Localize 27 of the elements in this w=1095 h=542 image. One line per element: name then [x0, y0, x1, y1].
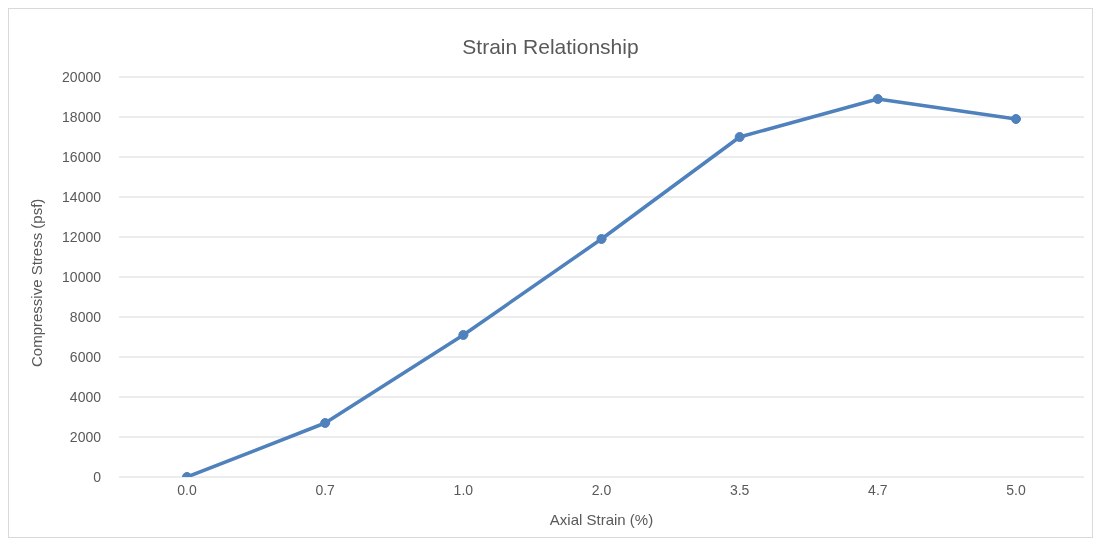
x-tick-label: 4.7 — [868, 481, 888, 498]
point — [320, 418, 331, 428]
x-tick-label: 2.0 — [591, 481, 612, 498]
x-tick-label: 1.0 — [453, 481, 474, 498]
point — [1011, 114, 1021, 124]
y-tick-label: 4000 — [69, 388, 102, 405]
point — [872, 94, 883, 104]
point — [458, 330, 469, 340]
point — [734, 132, 745, 142]
y-tick-label: 8000 — [69, 308, 102, 325]
y-tick-label: 18000 — [62, 108, 102, 125]
y-tick-label: 20000 — [62, 68, 102, 85]
y-tick-label: 12000 — [62, 228, 102, 245]
y-axis-title: Compressive Stress (psf) — [28, 198, 46, 367]
y-tick-label: 2000 — [69, 428, 102, 445]
x-tick-label: 3.5 — [729, 481, 750, 498]
x-axis-title: Axial Strain (%) — [549, 511, 654, 528]
x-tick-label: 5.0 — [1006, 481, 1026, 498]
point — [596, 234, 607, 244]
y-tick-label: 10000 — [62, 268, 102, 285]
y-tick-label: 6000 — [69, 348, 102, 365]
x-tick-label: 0.7 — [315, 481, 336, 498]
chart-title: Strain Relationship — [461, 35, 640, 59]
x-tick-label: 0.0 — [177, 481, 197, 498]
y-tick-label: 14000 — [62, 188, 102, 205]
y-tick-label: 16000 — [62, 148, 102, 165]
y-tick-label: 0 — [93, 468, 102, 485]
